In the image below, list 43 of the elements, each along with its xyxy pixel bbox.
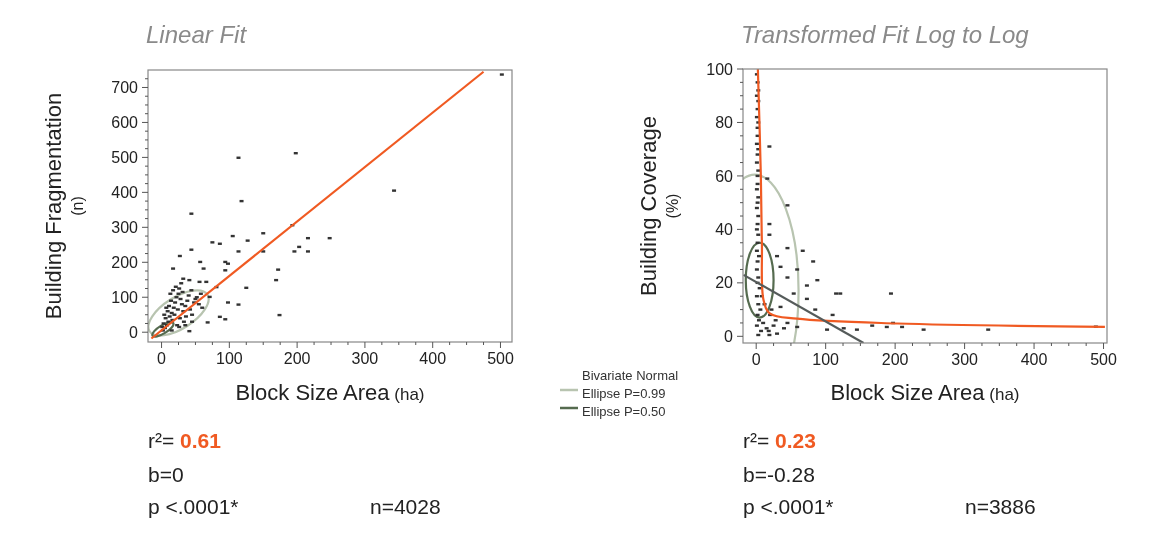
y-axis-title: Building Fragmentation (n) — [41, 92, 86, 320]
y-tick-label: 100 — [111, 288, 139, 306]
x-axis-title: Block Size Area (ha) — [235, 380, 425, 405]
text: r²= 0.61 — [148, 429, 222, 452]
y-tick-label: 600 — [111, 114, 139, 132]
text: b=-0.28 — [743, 463, 815, 486]
y-tick-label: 200 — [111, 253, 139, 271]
x-tick-label: 200 — [283, 350, 311, 367]
x-tick-label: 300 — [351, 350, 379, 367]
text: Ellipse P=0.50 — [582, 404, 666, 419]
text: n=4028 — [370, 495, 441, 518]
y-tick-label: 300 — [111, 218, 139, 236]
x-tick-label: 0 — [751, 351, 761, 368]
x-tick-label: 100 — [812, 351, 840, 368]
x-tick-label: 300 — [951, 351, 979, 368]
y-tick-label: 80 — [715, 114, 734, 132]
text: Bivariate Normal — [582, 368, 679, 383]
x-tick-label: 400 — [419, 350, 447, 367]
x-tick-label: 400 — [1020, 351, 1048, 368]
x-tick-label: 500 — [1090, 351, 1117, 368]
y-tick-label: 700 — [111, 79, 139, 97]
y-tick-label: 60 — [715, 167, 734, 185]
x-tick-label: 500 — [487, 350, 514, 367]
x-axis-title: Block Size Area (ha) — [830, 380, 1020, 405]
text: p <.0001* — [148, 495, 239, 518]
text: r²= 0.23 — [743, 429, 816, 452]
y-tick-label: 0 — [129, 323, 139, 341]
x-tick-label: 200 — [881, 351, 909, 368]
text: b=0 — [148, 463, 184, 486]
y-tick-label: 40 — [715, 220, 734, 238]
y-tick-label: 500 — [111, 149, 139, 166]
y-tick-label: 20 — [715, 274, 734, 292]
text: n=3886 — [965, 495, 1036, 518]
text: Ellipse P=0.99 — [582, 386, 666, 401]
y-axis-title: Building Coverage (%) — [636, 116, 681, 296]
y-tick-label: 0 — [724, 327, 734, 345]
x-tick-label: 0 — [157, 350, 167, 367]
y-tick-label: 400 — [111, 183, 139, 201]
chart-title: Transformed Fit Log to Log — [741, 21, 1030, 48]
x-tick-label: 100 — [215, 350, 243, 367]
text: p <.0001* — [743, 495, 834, 518]
y-tick-label: 100 — [706, 60, 734, 78]
chart-title: Linear Fit — [146, 21, 248, 48]
